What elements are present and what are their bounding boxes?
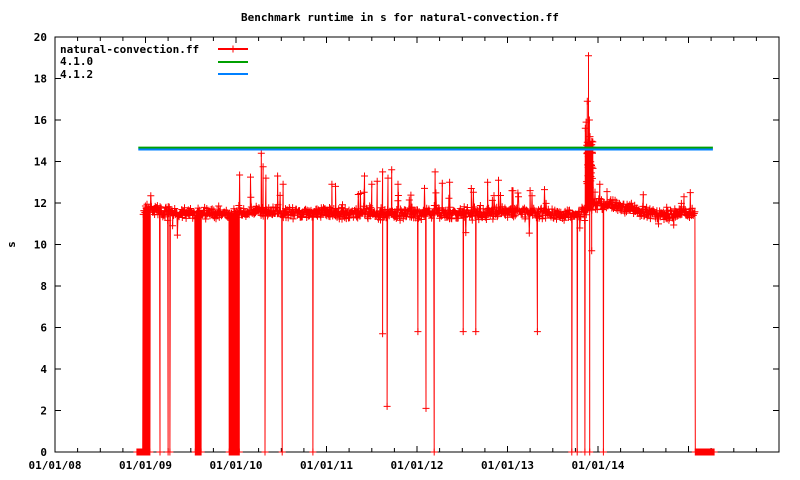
x-tick-label: 01/01/09	[119, 459, 172, 472]
legend: natural-convection.ff 4.1.0 4.1.2	[60, 43, 249, 81]
plus-marker-icon	[229, 45, 237, 53]
legend-item-1: 4.1.0	[60, 55, 249, 68]
legend-item-0: natural-convection.ff	[60, 42, 249, 56]
legend-label: 4.1.2	[60, 67, 94, 81]
axis-ticks	[54, 36, 780, 453]
y-tick-label: 18	[34, 73, 47, 86]
y-tick-label: 20	[34, 31, 47, 44]
y-tick-label: 16	[34, 114, 48, 127]
x-tick-label: 01/01/08	[29, 459, 82, 472]
y-tick-label: 12	[34, 197, 47, 210]
series-markers-natural-convection	[133, 52, 718, 456]
plot-border	[54, 36, 780, 453]
y-tick-label: 2	[40, 405, 47, 418]
legend-label: natural-convection.ff	[60, 42, 200, 56]
y-tick-label: 8	[40, 280, 47, 293]
legend-sample-line	[218, 73, 248, 75]
y-tick-label: 4	[40, 363, 47, 376]
y-tick-label: 14	[34, 156, 48, 169]
chart-title: Benchmark runtime in s for natural-conve…	[241, 11, 559, 24]
x-tick-label: 01/01/10	[210, 459, 263, 472]
y-tick-label: 10	[34, 239, 47, 252]
x-tick-label: 01/01/11	[300, 459, 353, 472]
y-tick-label: 6	[40, 322, 47, 335]
y-axis-label: s	[4, 241, 18, 248]
legend-item-2: 4.1.2	[60, 67, 249, 81]
x-tick-label: 01/01/12	[391, 459, 444, 472]
x-tick-label: 01/01/14	[572, 459, 625, 472]
y-tick-label: 0	[40, 446, 47, 459]
legend-sample-line	[218, 60, 248, 63]
x-tick-label: 01/01/13	[481, 459, 534, 472]
series-line-natural-convection	[136, 55, 715, 453]
legend-sample-line-marker	[218, 45, 248, 53]
legend-label: 4.1.0	[60, 55, 94, 68]
